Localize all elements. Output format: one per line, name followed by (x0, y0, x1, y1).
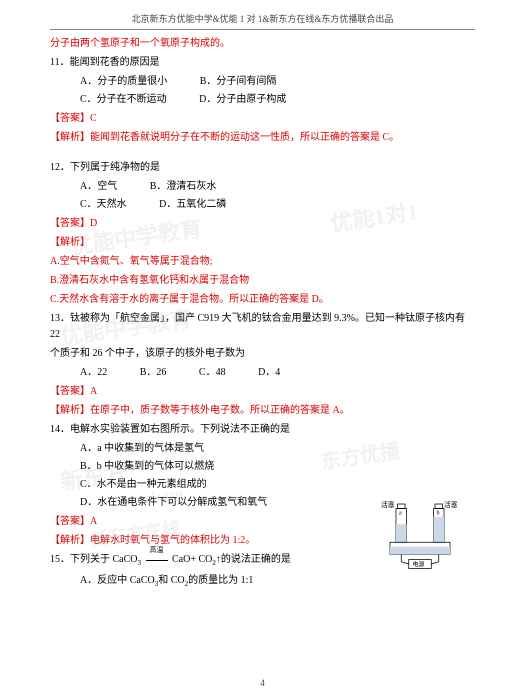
electrolysis-diagram: 活塞 活塞 电源 a b (375, 498, 465, 573)
q12-expC: C.天然水含有溶于水的离子属于混合物。所以正确的答案是 D。 (50, 292, 475, 308)
q11-optD: D．分子由原子构成 (199, 92, 286, 108)
svg-text:b: b (437, 511, 440, 517)
q13-optD: D．4 (258, 365, 280, 381)
stopper-right-label: 活塞 (444, 500, 458, 509)
q15-mid: CaO+ CO (172, 554, 212, 565)
q12-expB: B.澄清石灰水中含有氢氧化钙和水属于混合物 (50, 273, 475, 289)
q11-optB: B．分子间有间隔 (200, 74, 277, 90)
q12-optD: D．五氧化二磷 (159, 197, 226, 213)
page-header: 北京新东方优能中学&优能 1 对 1&新东方在线&东方优播联合出品 (50, 12, 475, 30)
q14-stem: 14．电解水实验装置如右图所示。下列说法不正确的是 (50, 422, 475, 438)
q14-optC: C．水不是由一种元素组成的 (80, 477, 475, 493)
q14-optA: A．a 中收集到的气体是氢气 (80, 441, 475, 457)
q14-optB: B．b 中收集到的气体可以燃烧 (80, 459, 475, 475)
power-label: 电源 (413, 560, 425, 568)
page-number: 4 (0, 678, 525, 688)
q13-optB: B．26 (140, 365, 167, 381)
q12-expA: A.空气中含氮气、氧气等属于混合物; (50, 254, 475, 270)
q15-cond: 高温 (144, 545, 170, 556)
q13-stem1: 13．钛被称为「航空金属」，国产 C919 大飞机的钛合金用量达到 9.3%。已… (50, 311, 475, 343)
q12-optC: C．天然水 (80, 197, 127, 213)
stopper-left-label: 活塞 (381, 500, 395, 509)
q12-optA: A．空气 (80, 179, 117, 195)
intro-line: 分子由两个氢原子和一个氧原子构成的。 (50, 36, 475, 52)
q15-post: ↑的说法正确的是 (216, 554, 291, 565)
q12-explain-label: 【解析】 (50, 235, 475, 251)
q11-optA: A．分子的质量很小 (80, 74, 167, 90)
q13-optC: C．48 (199, 365, 226, 381)
q11-answer: 【答案】C (50, 111, 475, 127)
q12-answer: 【答案】D (50, 216, 475, 232)
q13-stem2: 个质子和 26 个中子，该原子的核外电子数为 (50, 346, 475, 362)
q12-stem: 12．下列属于纯净物的是 (50, 160, 475, 176)
q13-optA: A．22 (80, 365, 107, 381)
q15-pre: 15．下列关于 CaCO (50, 554, 138, 565)
svg-text:a: a (399, 511, 402, 517)
q12-optB: B．澄清石灰水 (150, 179, 217, 195)
q11-explain: 【解析】能闻到花香就说明分子在不断的运动这一性质，所以正确的答案是 C。 (50, 130, 475, 146)
q13-explain: 【解析】在原子中，质子数等于核外电子数。所以正确的答案是 A。 (50, 403, 475, 419)
q11-optC: C．分子在不断运动 (80, 92, 167, 108)
q13-answer: 【答案】A (50, 384, 475, 400)
q11-stem: 11．能闻到花香的原因是 (50, 55, 475, 71)
q15-optA: A．反应中 CaCO3和 CO2的质量比为 1:1 (80, 573, 475, 590)
